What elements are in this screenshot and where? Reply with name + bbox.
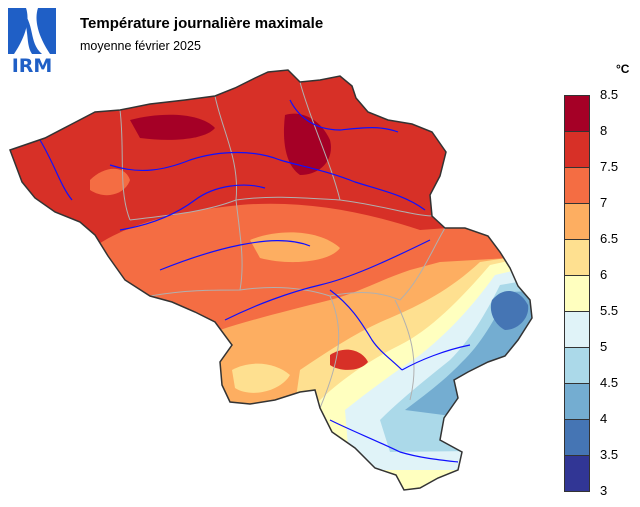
legend-swatch bbox=[564, 95, 590, 132]
irm-logo-mark bbox=[8, 8, 56, 54]
legend-tick-label: 4 bbox=[600, 411, 608, 426]
legend-tick-label: 4.5 bbox=[600, 375, 619, 390]
legend-swatch bbox=[564, 275, 590, 312]
map-title: Température journalière maximale bbox=[80, 15, 324, 32]
legend-tick-label: 7.5 bbox=[600, 159, 619, 174]
temperature-map bbox=[9, 69, 533, 491]
legend-tick-label: 5 bbox=[600, 339, 608, 354]
legend-tick-label: 8 bbox=[600, 123, 608, 138]
legend-swatch bbox=[564, 311, 590, 348]
legend-swatch bbox=[564, 167, 590, 204]
legend-swatch bbox=[564, 131, 590, 168]
legend-unit: °C bbox=[616, 62, 630, 76]
irm-logo-text: IRM bbox=[11, 55, 53, 77]
field-6-5-7-center bbox=[250, 232, 340, 263]
legend-tick-label: 3 bbox=[600, 483, 608, 498]
legend-swatch bbox=[564, 239, 590, 276]
temperature-field bbox=[10, 70, 532, 490]
map-subtitle: moyenne février 2025 bbox=[80, 39, 201, 53]
province-boundaries bbox=[119, 81, 446, 409]
rivers bbox=[39, 99, 471, 463]
legend-tick-label: 8.5 bbox=[600, 87, 619, 102]
irm-logo: IRM bbox=[6, 6, 58, 77]
legend-tick-label: 5.5 bbox=[600, 303, 619, 318]
field-6-6-5-south bbox=[232, 363, 290, 393]
legend-tick-label: 6 bbox=[600, 267, 608, 282]
field-3-5-4 bbox=[490, 290, 529, 330]
legend-swatch bbox=[564, 419, 590, 456]
field-8-8-5-center bbox=[283, 113, 331, 175]
legend-swatch bbox=[564, 347, 590, 384]
field-7-7-5-west bbox=[90, 168, 130, 196]
legend-swatch bbox=[564, 455, 590, 492]
legend-swatch bbox=[564, 203, 590, 240]
legend-tick-label: 7 bbox=[600, 195, 608, 210]
field-8-8-5-north bbox=[130, 114, 215, 140]
field-7-5-8-southwest bbox=[330, 349, 368, 370]
color-legend bbox=[564, 95, 592, 492]
legend-tick-label: 3.5 bbox=[600, 447, 619, 462]
legend-tick-label: 6.5 bbox=[600, 231, 619, 246]
legend-swatch bbox=[564, 383, 590, 420]
